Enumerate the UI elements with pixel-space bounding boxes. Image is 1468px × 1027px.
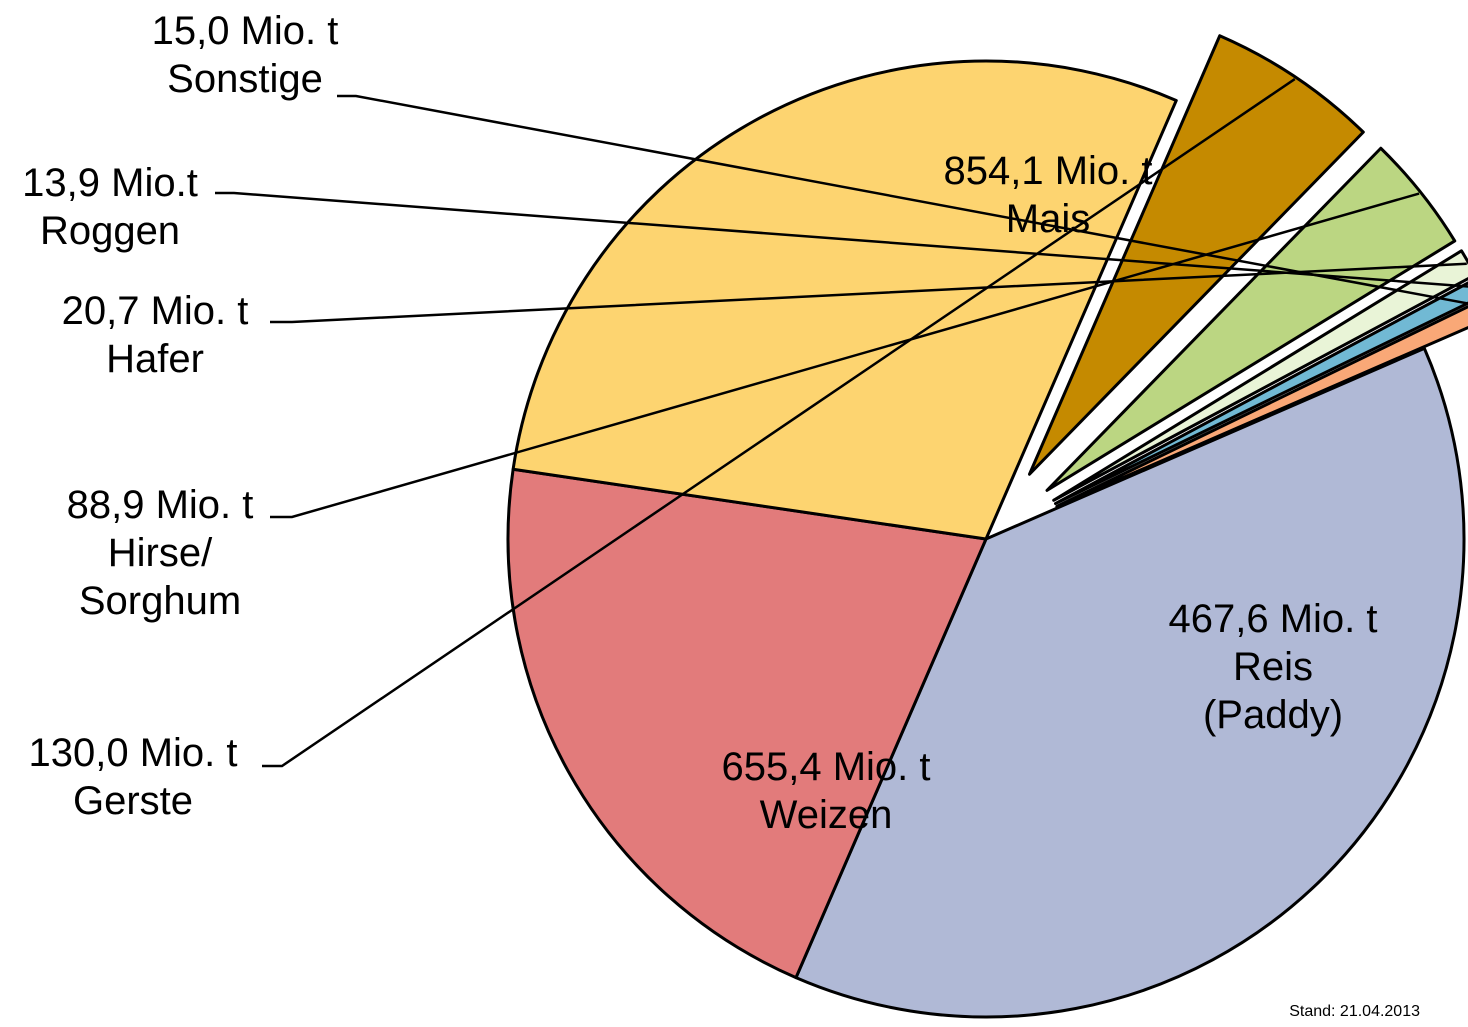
leader-line-hirse-sorghum [270, 192, 1420, 519]
slice-label-hafer: 20,7 Mio. t Hafer [62, 289, 249, 381]
leader-line-sonstige [337, 94, 1468, 305]
pie-slice-weizen [511, 59, 1178, 541]
slice-label-roggen: 13,9 Mio.t Roggen [22, 161, 198, 253]
slice-labels: 854,1 Mio. t Mais 467,6 Mio. t Reis (Paddy) 6… [22, 9, 1377, 837]
pie-slices [506, 34, 1468, 1019]
pie-slice-roggen [1053, 281, 1468, 506]
footnote-stand: Stand: 21.04.2013 [1289, 1003, 1420, 1020]
slice-label-sonstige: 15,0 Mio. t Sonstige [152, 9, 339, 101]
slice-label-reis-paddy: 467,6 Mio. t Reis (Paddy) [1168, 597, 1377, 737]
slice-label-mais: 854,1 Mio. t Mais [943, 149, 1152, 241]
pie-slice-reis-paddy [506, 467, 988, 980]
slice-label-gerste: 130,0 Mio. t Gerste [28, 731, 237, 823]
leader-lines [215, 78, 1468, 768]
pie-slice-mais [794, 346, 1466, 1019]
leader-line-gerste [262, 78, 1296, 768]
slice-label-weizen: 655,4 Mio. t Weizen [721, 745, 930, 837]
slice-label-hirse-sorghum: 88,9 Mio. t Hirse/Sorghum [67, 483, 254, 623]
leader-line-hafer [270, 262, 1467, 324]
pie-slice-hirse-sorghum [1045, 146, 1457, 492]
pie-slice-gerste [1027, 34, 1365, 476]
pie-slice-hafer [1052, 249, 1468, 502]
leader-line-roggen [215, 191, 1468, 288]
